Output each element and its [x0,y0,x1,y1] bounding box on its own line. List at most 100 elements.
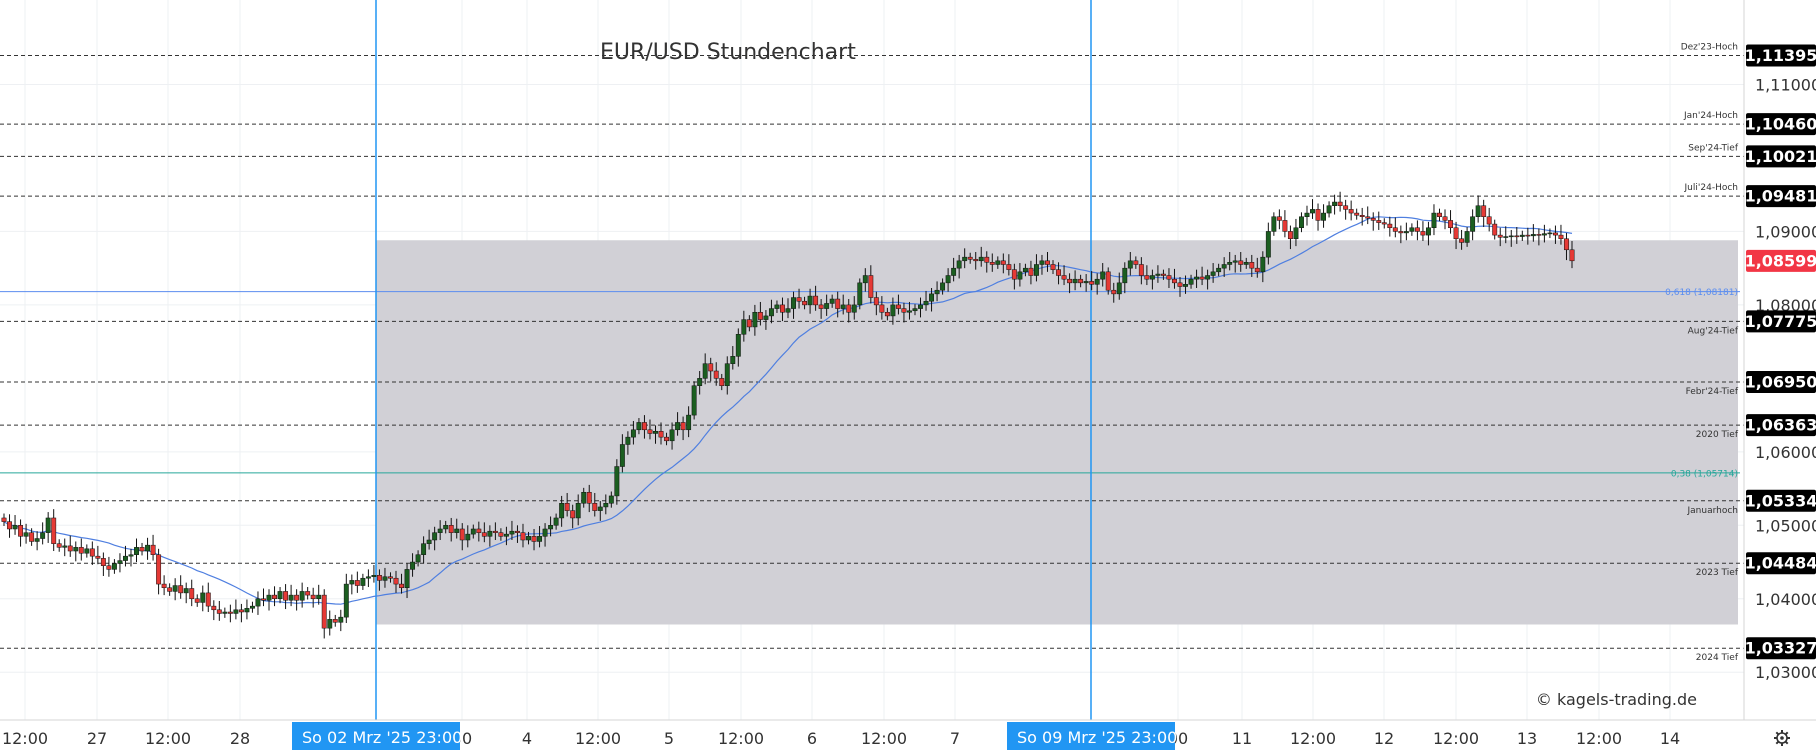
candle-body-200 [1105,271,1111,291]
candle-body-283 [1564,238,1569,251]
candle-body-190 [1050,264,1056,270]
candle-body-224 [1238,260,1244,265]
candle-body-93 [515,530,520,533]
time-tick-10: 12:00 [861,729,907,748]
candle-body-4 [23,532,29,537]
price-tag-0: 1,11395 [1745,44,1816,67]
candle-body-82 [454,528,460,533]
candle-body-241 [1332,201,1338,206]
candle-body-87 [481,532,487,537]
candle-body-230 [1271,216,1277,232]
candle-body-184 [1017,271,1023,280]
candle-body-239 [1321,212,1326,221]
candle-body-11 [62,545,68,548]
candle-body-171 [945,275,951,284]
support-resistance-levels: Dez'23-Hoch Jan'24-Hoch Sep'24-Tief Juli'24… [0,42,1744,663]
candle-body-220 [1216,267,1222,273]
current-price-label: 1,08599 [1745,251,1816,270]
candle-body-259 [1431,212,1437,229]
price-tag-bg-7 [1746,489,1816,512]
candle-body-240 [1326,205,1332,214]
candle-body-102 [564,503,570,511]
candle-body-90 [498,532,504,537]
price-tag-bg-1 [1746,113,1816,136]
price-tag-label-3: 1,09481 [1745,187,1816,206]
candle-body-181 [1000,260,1006,265]
candle-body-105 [581,491,587,504]
moving-average-line [3,216,1573,605]
candle-body-185 [1022,267,1028,273]
candle-body-99 [548,525,554,530]
candle-body-173 [956,260,962,269]
candle-body-35 [194,598,200,603]
price-tag-label-2: 1,10021 [1745,147,1816,166]
candle-body-80 [443,525,449,530]
candle-body-118 [653,431,658,434]
current-price-bg [1746,249,1816,272]
candle-body-249 [1376,220,1382,223]
candle-body-36 [200,592,206,603]
candle-body-229 [1265,231,1271,258]
price-tag-label-6: 1,06363 [1745,416,1816,435]
candle-body-108 [597,506,603,511]
candle-body-235 [1299,216,1304,229]
settings-gear-icon[interactable] [1774,730,1790,746]
candle-body-263 [1453,227,1459,240]
candle-body-199 [1100,271,1106,280]
candle-body-116 [642,422,647,431]
price-tick-0: 1,11000 [1755,75,1816,94]
time-tick-8: 12:00 [718,729,764,748]
time-axis-background [0,720,1816,750]
candle-body-59 [327,619,333,629]
candle-body-267 [1475,205,1481,217]
candle-body-168 [929,293,934,302]
candle-body-164 [907,310,912,313]
price-tag-bg-2 [1746,145,1816,168]
candle-body-143 [791,297,796,309]
candle-body-260 [1437,212,1442,217]
candle-body-71 [393,577,399,585]
candle-body-20 [111,563,117,570]
candle-body-42 [233,609,239,614]
candle-body-178 [984,256,990,263]
candle-body-148 [818,304,824,309]
candle-body-106 [586,491,592,504]
candle-body-227 [1254,267,1260,273]
price-tag-label-1: 1,10460 [1745,115,1816,134]
candle-body-5 [29,532,35,542]
candle-body-25 [139,547,145,552]
candle-body-49 [272,594,277,600]
price-tag-bg-6 [1746,414,1816,437]
candle-body-77 [426,539,432,544]
candle-body-61 [338,616,344,623]
candle-body-265 [1464,231,1470,243]
candle-body-246 [1359,215,1365,217]
candle-body-132 [730,356,736,364]
date-tag-bg-1 [1007,722,1175,750]
price-tag-1: 1,10460 [1745,113,1816,136]
candle-body-237 [1310,209,1315,214]
price-tag-bg-8 [1746,552,1816,575]
candle-body-213 [1177,282,1183,287]
price-tag-4: 1,07775 [1745,310,1816,333]
candle-body-92 [509,530,515,535]
watermark: © kagels-trading.de [1536,690,1697,709]
level-name-9: 2024 Tief [1696,653,1739,663]
candle-body-163 [901,308,907,313]
candle-body-244 [1348,209,1354,214]
candle-body-140 [774,304,780,309]
time-tick-18: 12:00 [1576,729,1622,748]
candle-body-28 [156,554,162,585]
time-tick-2: 12:00 [145,729,191,748]
candle-body-180 [995,260,1001,265]
candle-body-81 [448,525,454,533]
price-axis[interactable]: 1,11000 1,09000 1,08000 1,06000 1,05000 1,040… [1743,0,1816,720]
time-axis[interactable]: 12:00 27 12:00 28 00 4 12:00 5 12:00 6 12:00 7 00 11 1… [0,719,1816,750]
price-tick-3: 1,06000 [1755,443,1816,462]
candle-body-158 [873,297,879,306]
candle-body-127 [702,363,708,379]
candle-body-44 [244,608,250,613]
candle-body-152 [840,304,846,309]
candle-body-217 [1199,276,1205,280]
